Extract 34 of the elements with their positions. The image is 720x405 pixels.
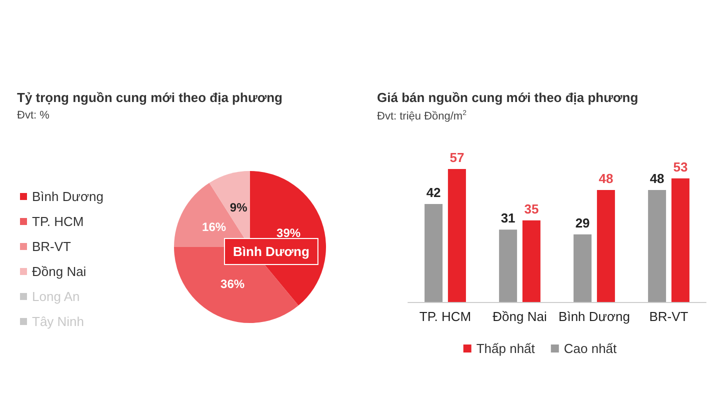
- chart-title: Giá bán nguồn cung mới theo địa phương: [377, 90, 638, 105]
- legend-label: Đồng Nai: [32, 264, 86, 279]
- bar: [499, 230, 518, 302]
- legend-label: BR-VT: [32, 239, 72, 254]
- data-label: 16%: [202, 220, 226, 234]
- data-label: 29: [575, 215, 590, 230]
- data-label: 42: [426, 185, 441, 200]
- bar: [424, 204, 443, 302]
- bar: [671, 178, 690, 302]
- bar: [648, 190, 666, 302]
- bar: [574, 234, 592, 302]
- x-tick-label: BR-VT: [649, 309, 688, 324]
- data-label: 35: [524, 201, 539, 216]
- x-tick-label: Bình Dương: [558, 309, 630, 324]
- data-label: 9%: [230, 200, 248, 215]
- data-label: 31: [500, 210, 516, 226]
- bar: [522, 220, 540, 302]
- legend-label: Thấp nhất: [476, 341, 536, 356]
- data-label: 48: [598, 171, 614, 186]
- data-label: 53: [673, 159, 688, 174]
- x-tick-label: Đồng Nai: [492, 309, 547, 324]
- legend-label: TP. HCM: [32, 214, 84, 229]
- bar: [448, 169, 466, 302]
- x-tick-label: TP. HCM: [419, 309, 472, 324]
- data-label: 57: [450, 150, 464, 165]
- text: Bình Dương: [233, 244, 310, 259]
- data-label: 39%: [276, 226, 301, 240]
- legend-label: Cao nhất: [564, 341, 618, 356]
- chart-title: Tỷ trọng nguồn cung mới theo địa phương: [17, 90, 283, 105]
- data-label: 48: [650, 171, 664, 186]
- chart-subtitle: Đvt: %: [17, 110, 50, 122]
- data-label: 36%: [220, 277, 245, 292]
- bar: [596, 190, 615, 302]
- legend-label: Bình Dương: [32, 189, 104, 204]
